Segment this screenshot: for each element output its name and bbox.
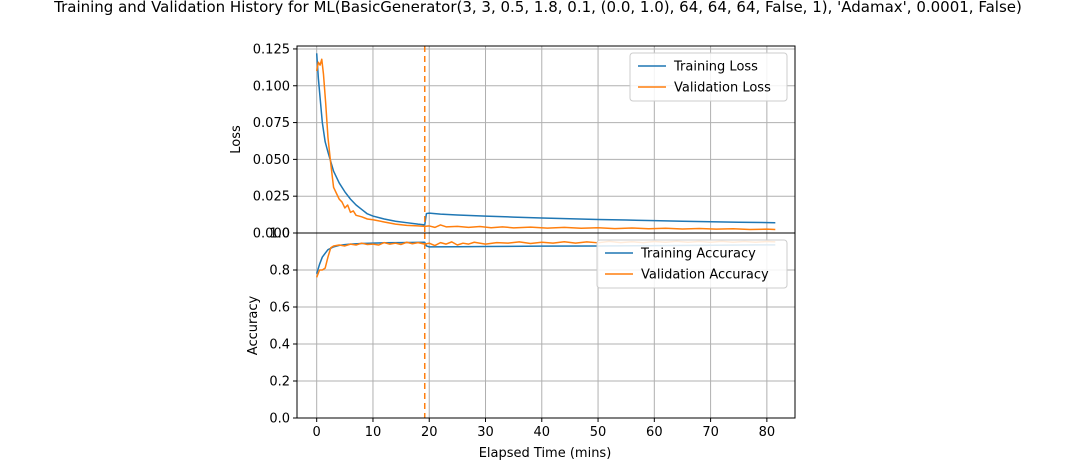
loss-ytick-label: 0.050 [253, 153, 290, 168]
accuracy-ytick-label: 1.0 [269, 227, 290, 242]
x-tick-label: 70 [702, 425, 719, 440]
accuracy-frame [296, 232, 796, 419]
accuracy-ytick-label: 0.8 [269, 264, 290, 279]
accuracy-ytick-label: 0.0 [269, 412, 290, 427]
loss-legend-label-1: Validation Loss [674, 81, 771, 96]
x-tick-label: 10 [365, 425, 382, 440]
accuracy-ytick-label: 0.6 [269, 301, 290, 316]
loss-y-axis-label: Loss [229, 125, 244, 154]
loss-series-line-1 [315, 58, 776, 231]
x-tick-label: 80 [759, 425, 776, 440]
loss-ytick-label: 0.125 [253, 42, 290, 57]
panels-layer: 0.0000.0250.0500.0750.1000.125LossTraini… [229, 42, 796, 440]
loss-ytick-label: 0.025 [253, 190, 290, 205]
x-tick-label: 60 [646, 425, 663, 440]
loss-panel: 0.000 0.025 0.050 0.075 0.100 0.125 Loss Traini… [229, 42, 796, 242]
x-tick-label: 50 [590, 425, 607, 440]
x-tick-label: 30 [477, 425, 494, 440]
accuracy-ytick-label: 0.2 [269, 375, 290, 390]
x-axis-label: Elapsed Time (mins) [479, 446, 612, 460]
accuracy-legend-label-1: Validation Accuracy [641, 268, 769, 283]
loss-ytick-label: 0.000 [253, 227, 290, 242]
chart-title: Training and Validation History for ML(B… [53, 0, 1022, 16]
accuracy-legend-label-0: Training Accuracy [640, 247, 756, 262]
accuracy-legend: Training Accuracy Validation Accuracy [596, 239, 788, 289]
accuracy-legend-box [596, 239, 788, 289]
loss-ytick-label: 0.100 [253, 79, 290, 94]
x-tick-label: 0 [313, 425, 321, 440]
loss-ytick-label: 0.075 [253, 116, 290, 131]
x-tick-label: 40 [534, 425, 551, 440]
loss-legend: Training Loss Validation Loss [629, 52, 788, 102]
loss-legend-box [629, 52, 788, 102]
loss-legend-label-0: Training Loss [673, 60, 758, 75]
accuracy-y-axis-label: Accuracy [246, 296, 261, 356]
accuracy-ytick-label: 0.4 [269, 338, 290, 353]
accuracy-panel: 0.0 0.2 0.4 0.6 0.8 1.0 Accuracy Training Accur… [246, 227, 796, 427]
x-tick-label: 20 [421, 425, 438, 440]
